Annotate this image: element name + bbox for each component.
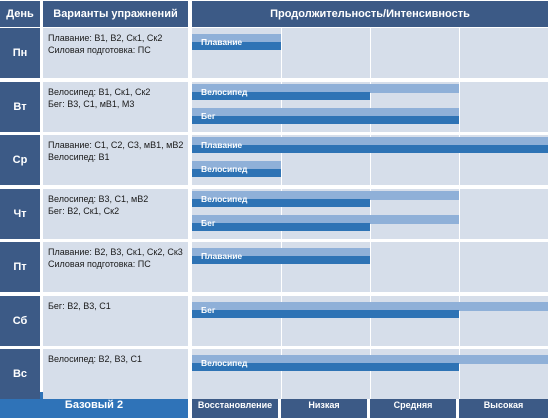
- day-label: Вс: [0, 349, 40, 399]
- bar-value: [192, 256, 370, 264]
- bar-label: Плавание: [201, 251, 243, 261]
- header-intensity: Продолжительность/Интенсивность: [192, 1, 548, 27]
- bar-value: [192, 363, 459, 371]
- intensity-plot: Бег: [192, 295, 548, 346]
- intensity-plot: Плавание: [192, 242, 548, 292]
- grid-line: [281, 81, 282, 132]
- bar-extent: [192, 248, 370, 257]
- exercise-line: Плавание: В2, В3, Ск1, Ск2, Ск3: [48, 247, 183, 257]
- grid-line: [459, 242, 460, 292]
- grid-line: [459, 135, 460, 185]
- exercise-line: Велосипед: В1: [48, 152, 110, 162]
- grid-line: [281, 242, 282, 292]
- grid-line: [459, 349, 460, 399]
- bar-label: Плавание: [201, 37, 243, 47]
- exercise-list: Плавание: С1, С2, С3, мВ1, мВ2 Велосипед:…: [43, 135, 188, 185]
- exercise-line: Бег: В2, В3, С1: [48, 300, 111, 311]
- intensity-plot: Велосипед Бег: [192, 188, 548, 239]
- bar-extent: [192, 214, 459, 224]
- grid-line: [370, 242, 371, 292]
- exercise-line: Велосипед: В1, Ск1, Ск2: [48, 86, 151, 97]
- exercise-line: Силовая подготовка: ПС: [48, 45, 151, 55]
- exercise-list: Плавание: В2, В3, Ск1, Ск2, Ск3 Силовая п…: [43, 242, 188, 292]
- day-label: Чт: [0, 188, 40, 239]
- day-label: Пт: [0, 242, 40, 292]
- bar-extent: [192, 107, 459, 117]
- bar-extent: [192, 83, 459, 93]
- bar-value: [192, 169, 281, 177]
- intensity-plot: Плавание: [192, 28, 548, 78]
- exercise-line: Плавание: В1, В2, Ск1, Ск2: [48, 33, 163, 43]
- bar-label: Бег: [201, 304, 216, 315]
- grid-line: [281, 295, 282, 346]
- bar-extent: [192, 190, 459, 200]
- exercise-list: Велосипед: В2, В3, С1: [43, 349, 188, 399]
- bar-value: [192, 309, 459, 318]
- bar-label: Велосипед: [201, 193, 248, 204]
- exercise-line: Велосипед: В2, В3, С1: [48, 354, 143, 364]
- exercise-line: Бег: В2, Ск1, Ск2: [48, 205, 120, 216]
- intensity-plot: Велосипед: [192, 349, 548, 399]
- bar-value: [192, 198, 370, 207]
- day-label: Сб: [0, 295, 40, 346]
- grid-line: [281, 349, 282, 399]
- bar-label: Бег: [201, 217, 216, 228]
- day-label: Ср: [0, 135, 40, 185]
- bar-value: [192, 91, 370, 100]
- bar-extent: [192, 34, 281, 43]
- grid-line: [370, 188, 371, 239]
- grid-line: [281, 28, 282, 78]
- day-label: Пн: [0, 28, 40, 78]
- intensity-plot: Плавание Велосипед: [192, 135, 548, 185]
- grid-line: [281, 188, 282, 239]
- grid-line: [459, 81, 460, 132]
- bar-label: Велосипед: [201, 86, 248, 97]
- exercise-list: Велосипед: В1, Ск1, Ск2 Бег: В3, С1, мВ1,…: [43, 81, 188, 132]
- bar-extent: [192, 355, 548, 364]
- bar-label: Велосипед: [201, 358, 248, 368]
- grid-line: [459, 188, 460, 239]
- exercise-list: Велосипед: В3, С1, мВ2 Бег: В2, Ск1, Ск2: [43, 188, 188, 239]
- header-exercises: Варианты упражнений: [43, 1, 188, 27]
- grid-line: [370, 135, 371, 185]
- exercise-line: Велосипед: В3, С1, мВ2: [48, 193, 149, 204]
- bar-extent: [192, 301, 548, 311]
- grid-line: [370, 81, 371, 132]
- grid-line: [370, 28, 371, 78]
- exercise-list: Плавание: В1, В2, Ск1, Ск2 Силовая подгот…: [43, 28, 188, 78]
- bar-label: Бег: [201, 110, 216, 121]
- exercise-line: Бег: В3, С1, мВ1, М3: [48, 98, 135, 109]
- grid-line: [370, 295, 371, 346]
- grid-line: [459, 28, 460, 78]
- exercise-list: Бег: В2, В3, С1: [43, 295, 188, 346]
- day-label: Вт: [0, 81, 40, 132]
- bar-extent: [192, 161, 281, 170]
- grid-line: [459, 295, 460, 346]
- intensity-plot: Велосипед Бег: [192, 81, 548, 132]
- bar-label: Плавание: [201, 140, 243, 150]
- bar-value: [192, 222, 370, 231]
- bar-label: Велосипед: [201, 164, 248, 174]
- exercise-line: Плавание: С1, С2, С3, мВ1, мВ2: [48, 140, 184, 150]
- bar-extent: [192, 137, 548, 146]
- bar-value: [192, 42, 281, 50]
- exercise-line: Силовая подготовка: ПС: [48, 259, 151, 269]
- bar-value: [192, 145, 548, 153]
- grid-line: [370, 349, 371, 399]
- bar-value: [192, 115, 459, 124]
- header-day: День: [0, 1, 40, 27]
- grid-line: [281, 135, 282, 185]
